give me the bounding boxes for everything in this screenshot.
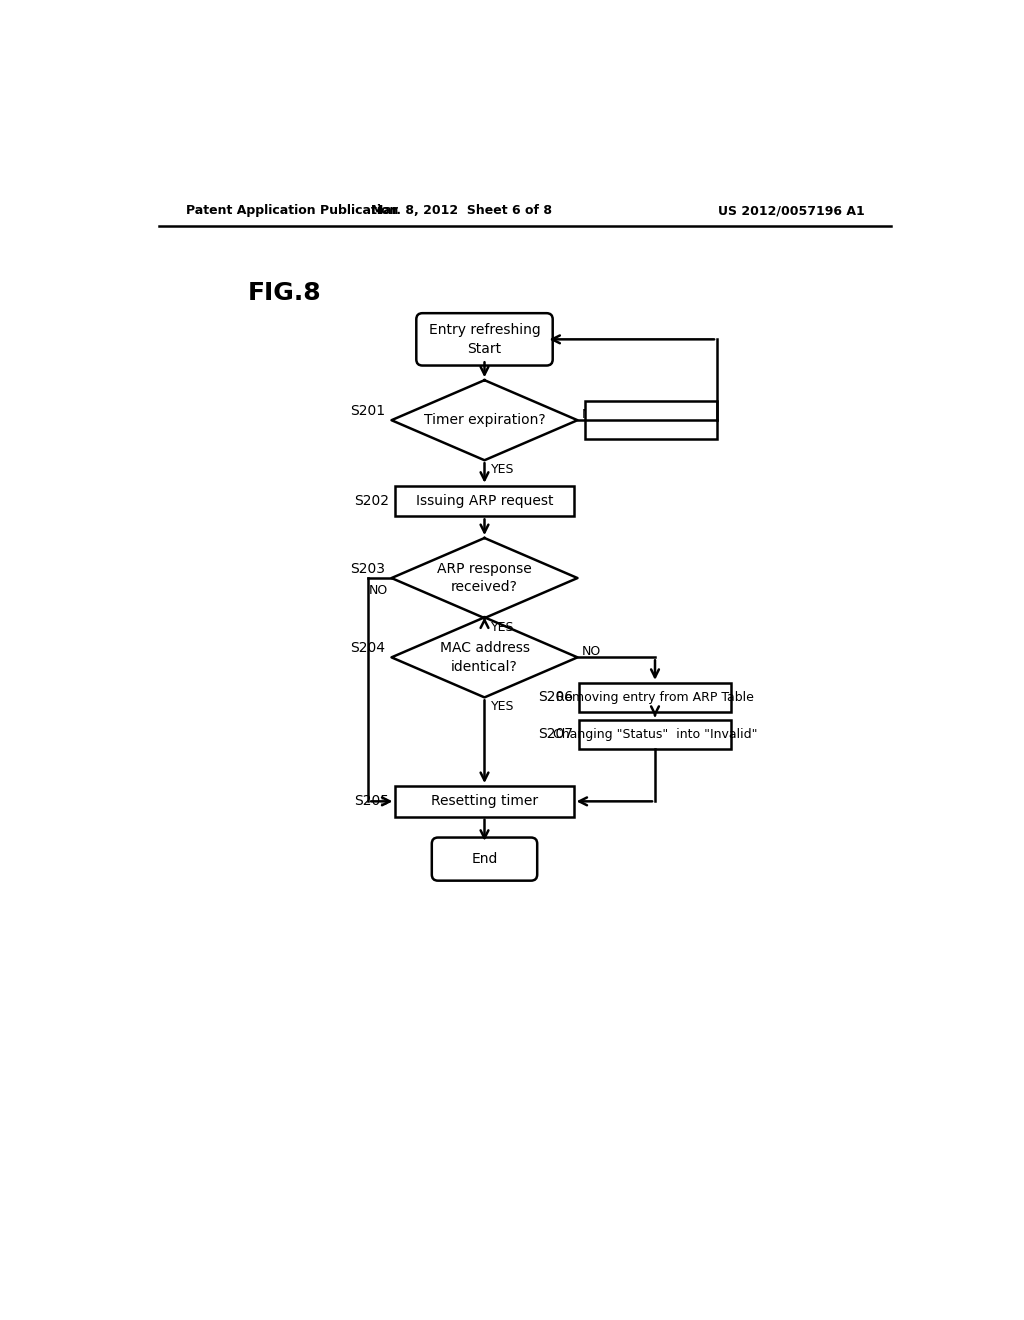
Bar: [580, 719, 730, 748]
Text: S205: S205: [354, 795, 389, 808]
Text: Timer expiration?: Timer expiration?: [424, 413, 546, 428]
Text: S201: S201: [350, 404, 385, 418]
FancyBboxPatch shape: [432, 837, 538, 880]
Text: FIG.8: FIG.8: [248, 281, 322, 305]
Polygon shape: [391, 539, 578, 618]
Text: ARP response
received?: ARP response received?: [437, 562, 531, 594]
Polygon shape: [391, 380, 578, 461]
Text: S203: S203: [350, 562, 385, 576]
Text: US 2012/0057196 A1: US 2012/0057196 A1: [718, 205, 864, 218]
Text: NO: NO: [583, 408, 601, 421]
Text: YES: YES: [490, 622, 514, 634]
Text: Patent Application Publication: Patent Application Publication: [186, 205, 398, 218]
Bar: [580, 682, 730, 711]
Text: Entry refreshing
Start: Entry refreshing Start: [429, 323, 541, 355]
Bar: [586, 401, 717, 440]
Text: S206: S206: [539, 690, 573, 705]
Text: Removing entry from ARP Table: Removing entry from ARP Table: [556, 690, 754, 704]
Text: MAC address
identical?: MAC address identical?: [439, 642, 529, 673]
Text: Changing "Status"  into "Invalid": Changing "Status" into "Invalid": [553, 727, 758, 741]
Text: S202: S202: [354, 494, 389, 508]
Text: YES: YES: [490, 463, 514, 477]
Text: YES: YES: [490, 701, 514, 714]
Text: End: End: [471, 853, 498, 866]
Text: NO: NO: [369, 585, 388, 597]
FancyBboxPatch shape: [417, 313, 553, 366]
Bar: [395, 785, 573, 817]
Text: Mar. 8, 2012  Sheet 6 of 8: Mar. 8, 2012 Sheet 6 of 8: [371, 205, 552, 218]
Text: Issuing ARP request: Issuing ARP request: [416, 494, 553, 508]
Text: NO: NO: [583, 644, 601, 657]
Polygon shape: [391, 618, 578, 697]
Text: S204: S204: [350, 642, 385, 655]
Text: S207: S207: [539, 727, 573, 742]
Text: Resetting timer: Resetting timer: [431, 795, 538, 808]
Bar: [395, 486, 573, 516]
